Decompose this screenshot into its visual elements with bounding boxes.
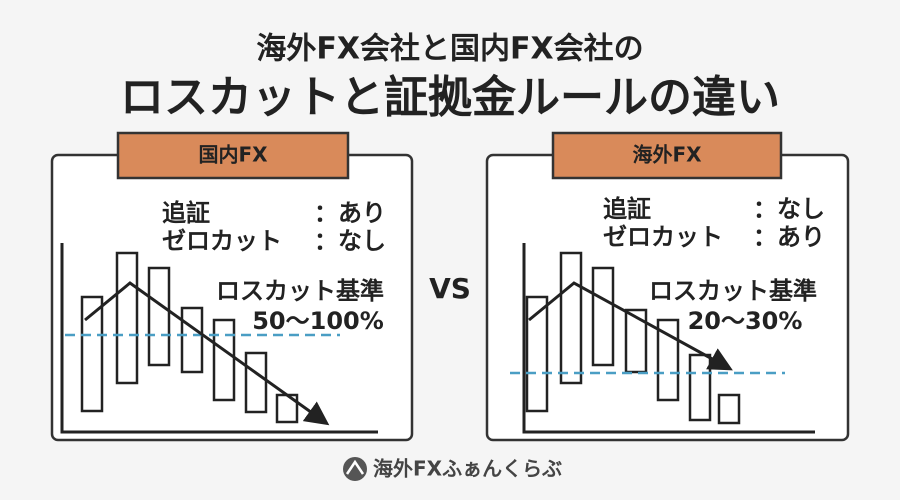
row-value: ：なし xyxy=(753,195,825,223)
candle xyxy=(624,308,648,374)
title-line1: 海外FX会社と国内FX会社の xyxy=(256,32,643,67)
tab xyxy=(551,131,783,180)
logo-text: 海外FXふぁんくらぶ xyxy=(373,457,562,481)
tab xyxy=(116,131,350,180)
row-value: ：なし xyxy=(314,227,386,255)
panel-left: 国内FX 追証 ：あり ゼロカット ：なし ロスカット基準 50〜100% xyxy=(50,131,414,442)
axes xyxy=(60,243,378,434)
vs: VS xyxy=(429,272,471,305)
logo-icon xyxy=(343,457,367,481)
row-value: ：あり xyxy=(753,223,825,251)
row-label: ゼロカット xyxy=(162,227,282,255)
title-line2: ロスカットと証拠金ルールの違い xyxy=(120,72,780,123)
candle xyxy=(688,353,712,422)
row-value: ：あり xyxy=(314,199,386,227)
candle xyxy=(525,295,549,413)
candle xyxy=(559,251,583,385)
candle xyxy=(147,266,171,367)
axes xyxy=(522,243,815,434)
trend-arrow xyxy=(84,281,330,426)
trend-arrow xyxy=(528,281,733,371)
candle xyxy=(180,306,204,374)
tab-label: 海外FX xyxy=(632,143,702,167)
losscut-value: 20〜30% xyxy=(688,307,803,335)
candle xyxy=(212,318,236,402)
tab-label: 国内FX xyxy=(198,143,268,167)
candle xyxy=(717,393,741,425)
losscut-label: ロスカット基準 xyxy=(216,277,384,305)
panel-right: 海外FX 追証 ：なし ゼロカット ：あり ロスカット基準 20〜30% xyxy=(485,131,850,442)
candle xyxy=(115,251,139,385)
candle xyxy=(591,266,615,367)
row-label: 追証 xyxy=(603,195,651,223)
candle xyxy=(244,351,268,414)
candle xyxy=(80,295,104,413)
losscut-label: ロスカット基準 xyxy=(649,277,817,305)
losscut-value: 50〜100% xyxy=(252,307,384,335)
candle xyxy=(656,318,680,402)
logo-mark xyxy=(345,459,365,475)
row-label: ゼロカット xyxy=(603,223,723,251)
row-label: 追証 xyxy=(162,199,210,227)
footer-logo: 海外FXふぁんくらぶ xyxy=(343,457,562,481)
